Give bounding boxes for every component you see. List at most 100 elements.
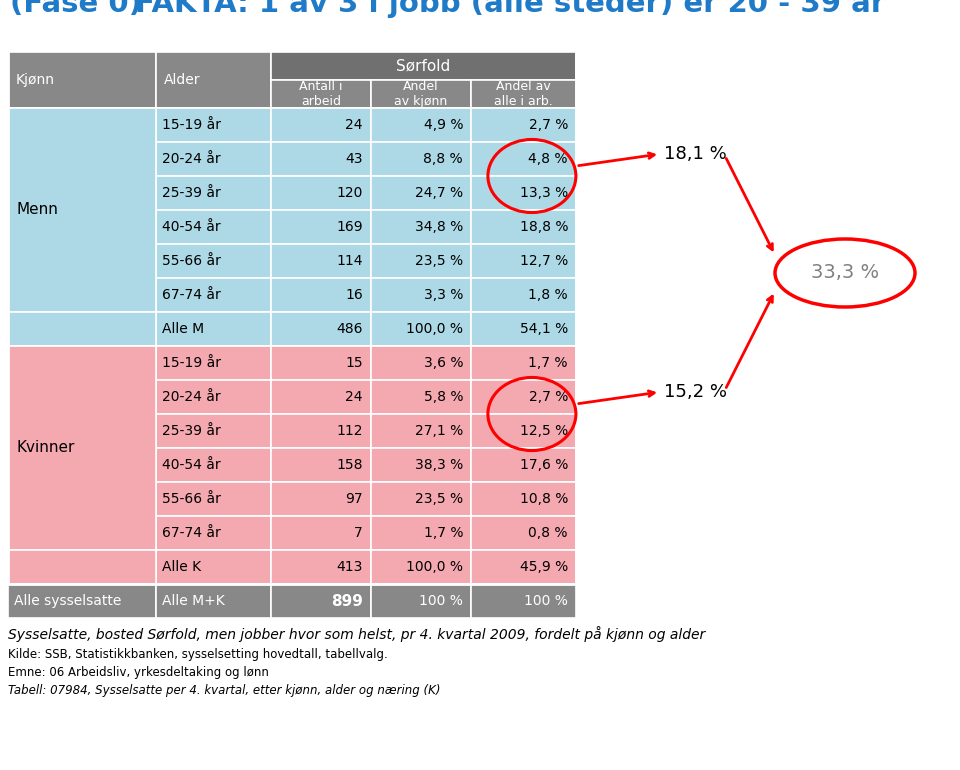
Text: 2,7 %: 2,7 % [529, 390, 568, 404]
Text: 55-66 år: 55-66 år [162, 492, 221, 506]
Bar [156, 108, 271, 142]
Text: 0,8 %: 0,8 % [529, 526, 568, 540]
Bar [8, 312, 156, 346]
Text: 24: 24 [346, 390, 363, 404]
Bar [271, 448, 371, 482]
Bar [371, 516, 471, 550]
Bar [471, 414, 576, 448]
Bar [371, 482, 471, 516]
Bar [156, 482, 271, 516]
Bar [271, 52, 576, 80]
Bar [371, 278, 471, 312]
Text: 1,7 %: 1,7 % [423, 526, 463, 540]
Bar [156, 584, 271, 618]
Bar [271, 210, 371, 244]
Text: 18,1 %: 18,1 % [664, 145, 727, 163]
Text: Kjønn: Kjønn [16, 73, 55, 87]
Bar [271, 550, 371, 584]
Bar [156, 278, 271, 312]
Bar [156, 414, 271, 448]
Text: 15-19 år: 15-19 år [162, 356, 221, 370]
Text: 13,3 %: 13,3 % [519, 186, 568, 200]
Text: Alle M: Alle M [162, 322, 204, 336]
Text: 18,8 %: 18,8 % [519, 220, 568, 234]
Bar [471, 244, 576, 278]
Bar [8, 108, 156, 312]
Text: Sysselsatte, bosted Sørfold, men jobber hvor som helst, pr 4. kvartal 2009, ford: Sysselsatte, bosted Sørfold, men jobber … [8, 626, 706, 642]
Bar [271, 414, 371, 448]
Text: 1,7 %: 1,7 % [529, 356, 568, 370]
Bar [271, 516, 371, 550]
Bar [371, 244, 471, 278]
Bar [271, 584, 371, 618]
Bar [471, 312, 576, 346]
Text: Alle sysselsatte: Alle sysselsatte [14, 594, 121, 608]
Text: 38,3 %: 38,3 % [415, 458, 463, 472]
Text: 25-39 år: 25-39 år [162, 424, 221, 438]
Text: 97: 97 [346, 492, 363, 506]
Text: 34,8 %: 34,8 % [415, 220, 463, 234]
Bar [271, 380, 371, 414]
Bar [8, 210, 156, 244]
Bar [8, 244, 156, 278]
Bar [8, 142, 156, 176]
Text: 23,5 %: 23,5 % [415, 254, 463, 268]
Text: 4,9 %: 4,9 % [423, 118, 463, 132]
Bar [271, 142, 371, 176]
Bar [156, 142, 271, 176]
Text: 8,8 %: 8,8 % [423, 152, 463, 166]
Text: 5,8 %: 5,8 % [423, 390, 463, 404]
Text: 25-39 år: 25-39 år [162, 186, 221, 200]
Bar [8, 346, 156, 380]
Bar [371, 312, 471, 346]
Text: 100 %: 100 % [420, 594, 463, 608]
Text: 100,0 %: 100,0 % [406, 560, 463, 574]
Bar [156, 346, 271, 380]
Bar [271, 176, 371, 210]
Text: 15,2 %: 15,2 % [664, 383, 727, 401]
Text: 40-54 år: 40-54 år [162, 458, 221, 472]
Bar [271, 312, 371, 346]
Text: 3,3 %: 3,3 % [423, 288, 463, 302]
Text: Sørfold: Sørfold [396, 59, 450, 73]
Bar [271, 108, 371, 142]
Text: 16: 16 [346, 288, 363, 302]
Text: 2,7 %: 2,7 % [529, 118, 568, 132]
Text: FAKTA: 1 av 3 i jobb (alle steder) er 20 - 39 år: FAKTA: 1 av 3 i jobb (alle steder) er 20… [135, 0, 885, 18]
Text: Kilde: SSB, Statistikkbanken, sysselsetting hovedtall, tabellvalg.: Kilde: SSB, Statistikkbanken, sysselsett… [8, 648, 388, 661]
Bar [156, 312, 271, 346]
Text: 100,0 %: 100,0 % [406, 322, 463, 336]
Bar [8, 550, 156, 584]
Text: 24: 24 [346, 118, 363, 132]
Bar [8, 584, 156, 618]
Text: 486: 486 [337, 322, 363, 336]
Bar [8, 346, 156, 550]
Bar [8, 18, 576, 584]
Text: 27,1 %: 27,1 % [415, 424, 463, 438]
Text: 17,6 %: 17,6 % [519, 458, 568, 472]
Bar [371, 584, 471, 618]
Text: 169: 169 [336, 220, 363, 234]
Bar [371, 346, 471, 380]
Bar [8, 482, 156, 516]
Bar [8, 448, 156, 482]
Bar [271, 278, 371, 312]
Text: 23,5 %: 23,5 % [415, 492, 463, 506]
Text: 10,8 %: 10,8 % [519, 492, 568, 506]
Text: 3,6 %: 3,6 % [423, 356, 463, 370]
Bar [8, 176, 156, 210]
Bar [271, 80, 371, 108]
Bar [371, 380, 471, 414]
Bar [371, 80, 471, 108]
Text: Tabell: 07984, Sysselsatte per 4. kvartal, etter kjønn, alder og næring (K): Tabell: 07984, Sysselsatte per 4. kvarta… [8, 684, 441, 697]
Bar [471, 142, 576, 176]
Text: Emne: 06 Arbeidsliv, yrkesdeltaking og lønn: Emne: 06 Arbeidsliv, yrkesdeltaking og l… [8, 666, 269, 679]
Text: 413: 413 [337, 560, 363, 574]
Text: Andel
av kjønn: Andel av kjønn [395, 80, 447, 108]
Bar [471, 584, 576, 618]
Bar [8, 278, 156, 312]
Bar [371, 550, 471, 584]
Text: Alle K: Alle K [162, 560, 202, 574]
Bar [471, 448, 576, 482]
Bar [8, 550, 156, 584]
